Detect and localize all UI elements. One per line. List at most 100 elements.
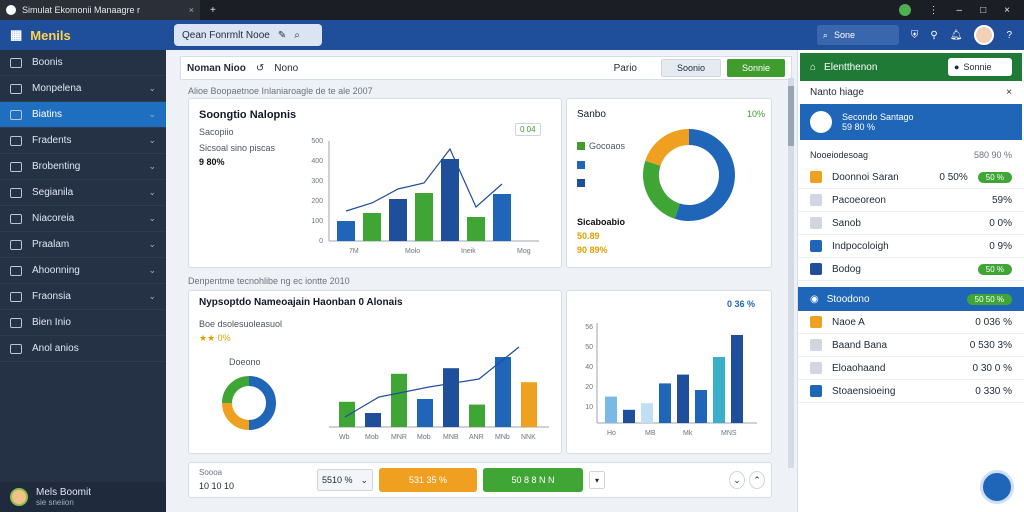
network-icon[interactable]: ⚲ (930, 29, 938, 41)
notif-item[interactable]: Secondo Santago 59 80 % (800, 104, 1022, 140)
menu-icon[interactable]: ⋮ (928, 4, 939, 16)
primary-button[interactable]: Sonnie (727, 59, 785, 77)
donut-slice (222, 376, 250, 404)
dropdown-toggle[interactable]: ▾ (589, 471, 605, 489)
search-input[interactable]: Qean Fonrmlt Nooe ✎ ⌕ (174, 24, 322, 46)
profile-icon[interactable] (898, 4, 911, 16)
app-header: ▦ Menils Qean Fonrmlt Nooe ✎ ⌕ ⌕ Sone ⛨ … (0, 20, 1024, 50)
maximize-icon[interactable]: □ (980, 4, 987, 16)
list-item[interactable]: Bodog 50 % (798, 258, 1024, 281)
tick-label: 7M (349, 248, 359, 255)
grid-icon (10, 57, 22, 68)
row-value: 0 330 % (975, 385, 1012, 397)
chat-fab[interactable] (980, 470, 1014, 504)
secondary-button[interactable]: Soonio (661, 59, 721, 77)
brand[interactable]: ▦ Menils (0, 27, 166, 43)
new-tab-button[interactable]: + (210, 4, 216, 16)
collapse-button[interactable]: ⌃ (749, 471, 765, 489)
donut-card: Sanbo 10% Gocoaos Sicaboabio 50.89 90 89… (566, 98, 772, 268)
list-icon (10, 291, 22, 302)
card2-val1: 50.89 (577, 231, 600, 241)
list-item[interactable]: Baand Bana 0 530 3% (798, 334, 1024, 357)
combo-chart: Wb Mob MNR Mob MNB ANR MNb NNK (329, 346, 549, 441)
chevron-down-icon: ⌄ (360, 474, 368, 485)
bar (623, 409, 635, 423)
list-item[interactable]: Eloaohaand 0 30 0 % (798, 357, 1024, 380)
minimize-icon[interactable]: – (956, 4, 963, 16)
chevron-down-icon: ⌄ (148, 109, 156, 119)
bar (443, 368, 459, 427)
list-item[interactable]: Stoaensioeing 0 330 % (798, 380, 1024, 403)
bar (469, 404, 485, 427)
sidebar-item[interactable]: Segianila ⌄ (0, 180, 166, 206)
sidebar-item[interactable]: Boonis (0, 50, 166, 76)
bar (659, 383, 671, 423)
sidebar-item[interactable]: Brobenting ⌄ (0, 154, 166, 180)
blue-section-pill: 50 50 % (966, 293, 1012, 305)
edit-icon[interactable]: ✎ (277, 29, 287, 41)
list-item[interactable]: Pacoeoreon 59% (798, 189, 1024, 212)
sidebar-item[interactable]: Fraonsia ⌄ (0, 284, 166, 310)
brand-name: Menils (30, 27, 71, 43)
breadcrumb[interactable]: Nono (274, 62, 299, 74)
app-logo-icon (6, 5, 16, 15)
list-item[interactable]: Indpocoloigh 0 9% (798, 235, 1024, 258)
info-icon (10, 317, 22, 328)
footer-select-value: 5510 % (322, 475, 353, 485)
close-icon[interactable]: × (1006, 87, 1012, 98)
card2-legend: Gocoaos (577, 141, 625, 187)
series-line (345, 147, 503, 212)
row-label: Naoe A (832, 316, 865, 328)
user-profile[interactable]: Mels Boomit sie sneiion (0, 482, 166, 512)
right-search-input[interactable]: ⌕ Sone (816, 25, 899, 45)
notif-item-title: Secondo Santago (842, 112, 914, 122)
nav-arrow-icon[interactable]: ↺ (255, 62, 265, 74)
close-tab-icon[interactable]: × (188, 5, 194, 15)
book-icon (10, 213, 22, 224)
bar (363, 213, 381, 241)
sidebar-item-label: Anol anios (32, 343, 79, 354)
browser-tab[interactable]: Simulat Ekomonii Manaagre r × (0, 0, 200, 20)
home-icon[interactable]: ⌂ (810, 61, 817, 73)
sidebar-item[interactable]: Praalam ⌄ (0, 232, 166, 258)
expand-button[interactable]: ⌄ (729, 471, 745, 489)
orange-action-button[interactable]: 531 35 % (379, 468, 477, 492)
tick-label: 200 (311, 198, 323, 205)
sidebar-item[interactable]: Biatins ⌄ (0, 102, 166, 128)
green-action-button[interactable]: 50 8 8 N N (483, 468, 583, 492)
help-icon[interactable]: ? (1006, 29, 1012, 41)
bar (415, 193, 433, 241)
bar (605, 396, 617, 423)
sidebar-item[interactable]: Ahoonning ⌄ (0, 258, 166, 284)
apps-grid-icon[interactable]: ▦ (10, 27, 23, 42)
list-item[interactable]: Doonnoi Saran 0 50% 50 % (798, 166, 1024, 189)
sidebar-item[interactable]: Anol anios (0, 336, 166, 362)
close-window-icon[interactable]: × (1004, 4, 1010, 16)
notifications-icon[interactable]: 🔔︎ (949, 29, 963, 41)
row-value: 0 30 0 % (972, 362, 1012, 374)
scroll-thumb[interactable] (788, 86, 794, 146)
search-icon[interactable]: ⌕ (294, 29, 300, 41)
right-panel-button[interactable]: ● Sonnie (948, 58, 1012, 76)
tick-label: 100 (311, 218, 323, 225)
list-item[interactable]: Sanob 0 0% (798, 212, 1024, 235)
sidebar-item[interactable]: Fradents ⌄ (0, 128, 166, 154)
chevron-down-icon: ⌄ (148, 265, 156, 275)
bar (391, 373, 407, 427)
card1-sub1: Sacopiio (199, 127, 234, 137)
row-icon (810, 240, 822, 252)
footer-select[interactable]: 5510 % ⌄ (317, 469, 373, 491)
user-avatar[interactable] (974, 25, 995, 45)
list-item[interactable]: Naoe A 0 036 % (798, 311, 1024, 334)
bar (731, 335, 743, 423)
notif-header: Nanto hiage × (798, 81, 1024, 104)
right-panel-button-label: Sonnie (963, 62, 992, 72)
sidebar-item[interactable]: Monpelena ⌄ (0, 76, 166, 102)
sidebar-item[interactable]: Bien Inio (0, 310, 166, 336)
chevron-down-icon: ⌄ (148, 135, 156, 145)
main-scrollbar[interactable] (788, 78, 794, 468)
shield-icon[interactable]: ⛨ (910, 29, 919, 41)
row-icon (810, 362, 822, 374)
sidebar-item[interactable]: Niacoreia ⌄ (0, 206, 166, 232)
chevron-down-icon: ⌄ (148, 291, 156, 301)
